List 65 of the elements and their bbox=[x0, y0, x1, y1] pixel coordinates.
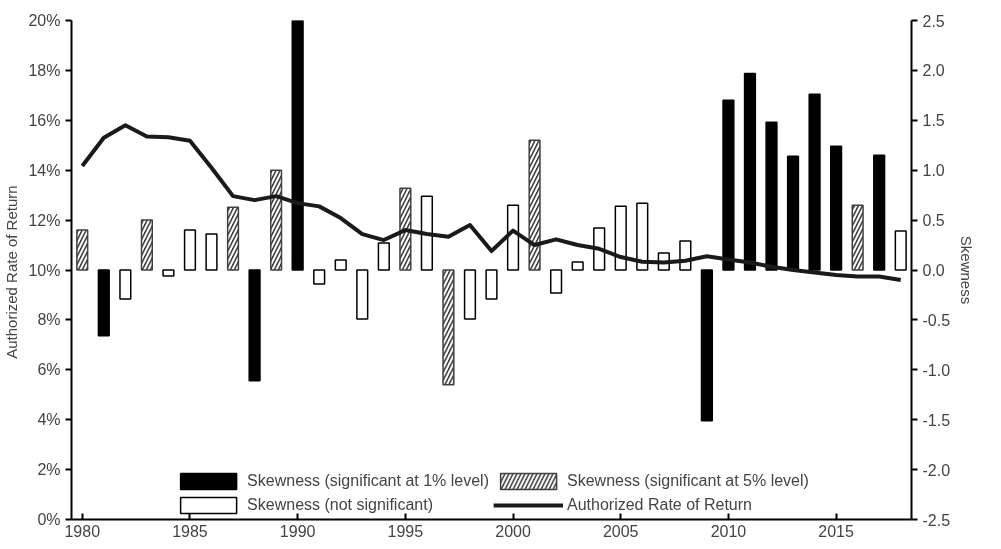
bar bbox=[765, 121, 778, 271]
bar bbox=[829, 145, 843, 271]
legend-label: Skewness (not significant) bbox=[247, 496, 433, 514]
y2-tick-label: 2.5 bbox=[922, 12, 945, 30]
bar bbox=[162, 269, 175, 277]
bar bbox=[183, 229, 197, 271]
x-tick-label: 2015 bbox=[818, 522, 855, 540]
bar bbox=[614, 205, 627, 271]
bar bbox=[313, 269, 326, 285]
y-tick-label: 20% bbox=[28, 12, 61, 29]
bar bbox=[205, 233, 218, 271]
y2-tick-label: 0.0 bbox=[922, 262, 945, 279]
x-tick-label: 1995 bbox=[387, 522, 424, 540]
x-tick-label: 2010 bbox=[710, 522, 747, 540]
y-tick-label: 8% bbox=[37, 311, 61, 329]
bar bbox=[636, 202, 649, 271]
bar bbox=[248, 269, 261, 382]
bar bbox=[700, 269, 714, 422]
legend-label: Skewness (significant at 1% level) bbox=[247, 472, 489, 490]
x-tick-label: 1980 bbox=[64, 522, 101, 540]
bar bbox=[291, 20, 304, 271]
y-axis-title: Authorized Rate of Return bbox=[3, 185, 21, 359]
y-tick-label: 4% bbox=[37, 411, 61, 429]
y-tick-label: 0% bbox=[37, 511, 61, 528]
bar bbox=[722, 99, 735, 271]
bar bbox=[420, 195, 434, 271]
bar bbox=[549, 269, 563, 294]
bar bbox=[485, 269, 498, 300]
legend-label: Authorized Rate of Return bbox=[567, 496, 752, 514]
bar bbox=[873, 154, 886, 271]
y2-tick-label: 0.5 bbox=[922, 212, 945, 230]
bar bbox=[571, 261, 584, 271]
bar bbox=[463, 269, 477, 320]
legend-label: Skewness (significant at 5% level) bbox=[567, 472, 809, 490]
bar bbox=[894, 230, 907, 271]
y-tick-label: 14% bbox=[28, 161, 61, 179]
bar bbox=[119, 269, 132, 300]
y2-tick-label: -0.5 bbox=[922, 311, 951, 329]
y2-tick-label: 1.5 bbox=[922, 112, 945, 130]
y-tick-label: 10% bbox=[28, 261, 61, 279]
bar bbox=[377, 242, 390, 271]
y2-tick-label: -1.5 bbox=[922, 411, 951, 429]
bar bbox=[334, 259, 347, 271]
x-tick-label: 2005 bbox=[602, 522, 639, 540]
y-tick-label: 2% bbox=[37, 461, 61, 479]
y-tick-label: 16% bbox=[28, 111, 61, 129]
bar bbox=[356, 269, 369, 320]
y2-tick-label: 2.0 bbox=[922, 62, 945, 80]
y2-axis-title: Skewness bbox=[958, 235, 976, 305]
y2-tick-label: -2.5 bbox=[922, 511, 951, 529]
bar bbox=[808, 93, 821, 271]
y2-tick-label: -1.0 bbox=[922, 361, 951, 379]
y2-tick-label: 1.0 bbox=[922, 162, 945, 180]
y2-tick-label: -2.0 bbox=[922, 461, 951, 479]
bar bbox=[743, 72, 757, 271]
y-tick-label: 18% bbox=[28, 61, 61, 79]
y-tick-label: 12% bbox=[28, 211, 61, 229]
y-tick-label: 6% bbox=[37, 361, 61, 379]
x-tick-label: 1985 bbox=[172, 522, 208, 540]
line-series bbox=[80, 123, 903, 282]
x-tick-label: 1990 bbox=[279, 522, 316, 540]
bar bbox=[506, 204, 520, 271]
x-tick-label: 2000 bbox=[495, 522, 531, 540]
bar bbox=[786, 155, 800, 271]
bar bbox=[97, 269, 110, 337]
